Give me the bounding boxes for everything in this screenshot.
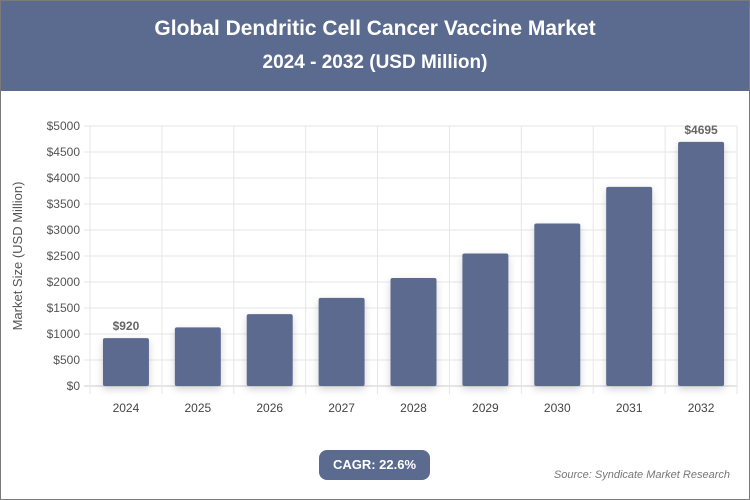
y-tick-label: $1500 <box>47 301 81 315</box>
bar-2024 <box>102 338 149 386</box>
x-tick-label: 2028 <box>400 401 427 415</box>
bar-2026 <box>246 314 293 386</box>
bar-2030 <box>534 223 581 386</box>
x-tick-label: 2031 <box>616 401 643 415</box>
x-tick-label: 2024 <box>113 401 140 415</box>
y-axis-title: Market Size (USD Million) <box>10 182 25 331</box>
y-tick-label: $2500 <box>47 249 81 263</box>
y-tick-label: $5000 <box>47 119 81 133</box>
x-tick-label: 2029 <box>472 401 499 415</box>
bar-2031 <box>606 186 653 386</box>
bar-2032 <box>678 141 725 386</box>
x-tick-label: 2030 <box>544 401 571 415</box>
y-tick-label: $500 <box>53 353 80 367</box>
y-tick-label: $4500 <box>47 145 81 159</box>
x-tick-label: 2032 <box>688 401 715 415</box>
y-tick-label: $3000 <box>47 223 81 237</box>
y-tick-label: $3500 <box>47 197 81 211</box>
y-tick-label: $2000 <box>47 275 81 289</box>
bar-2029 <box>462 253 509 386</box>
x-tick-label: 2026 <box>256 401 283 415</box>
bar-2025 <box>174 327 221 386</box>
data-label: $4695 <box>684 123 718 137</box>
y-tick-label: $0 <box>67 379 81 393</box>
x-tick-label: 2025 <box>184 401 211 415</box>
y-tick-label: $4000 <box>47 171 81 185</box>
chart-title: Global Dendritic Cell Cancer Vaccine Mar… <box>154 17 596 40</box>
bar-2028 <box>390 277 437 386</box>
y-tick-label: $1000 <box>47 327 81 341</box>
source-note: Source: Syndicate Market Research <box>553 469 730 481</box>
bar-2027 <box>318 297 365 386</box>
x-tick-label: 2027 <box>328 401 355 415</box>
cagr-badge: CAGR: 22.6% <box>319 450 430 480</box>
chart-header: Global Dendritic Cell Cancer Vaccine Mar… <box>1 1 749 91</box>
chart-subtitle: 2024 - 2032 (USD Million) <box>262 52 488 73</box>
data-label: $920 <box>113 319 140 333</box>
